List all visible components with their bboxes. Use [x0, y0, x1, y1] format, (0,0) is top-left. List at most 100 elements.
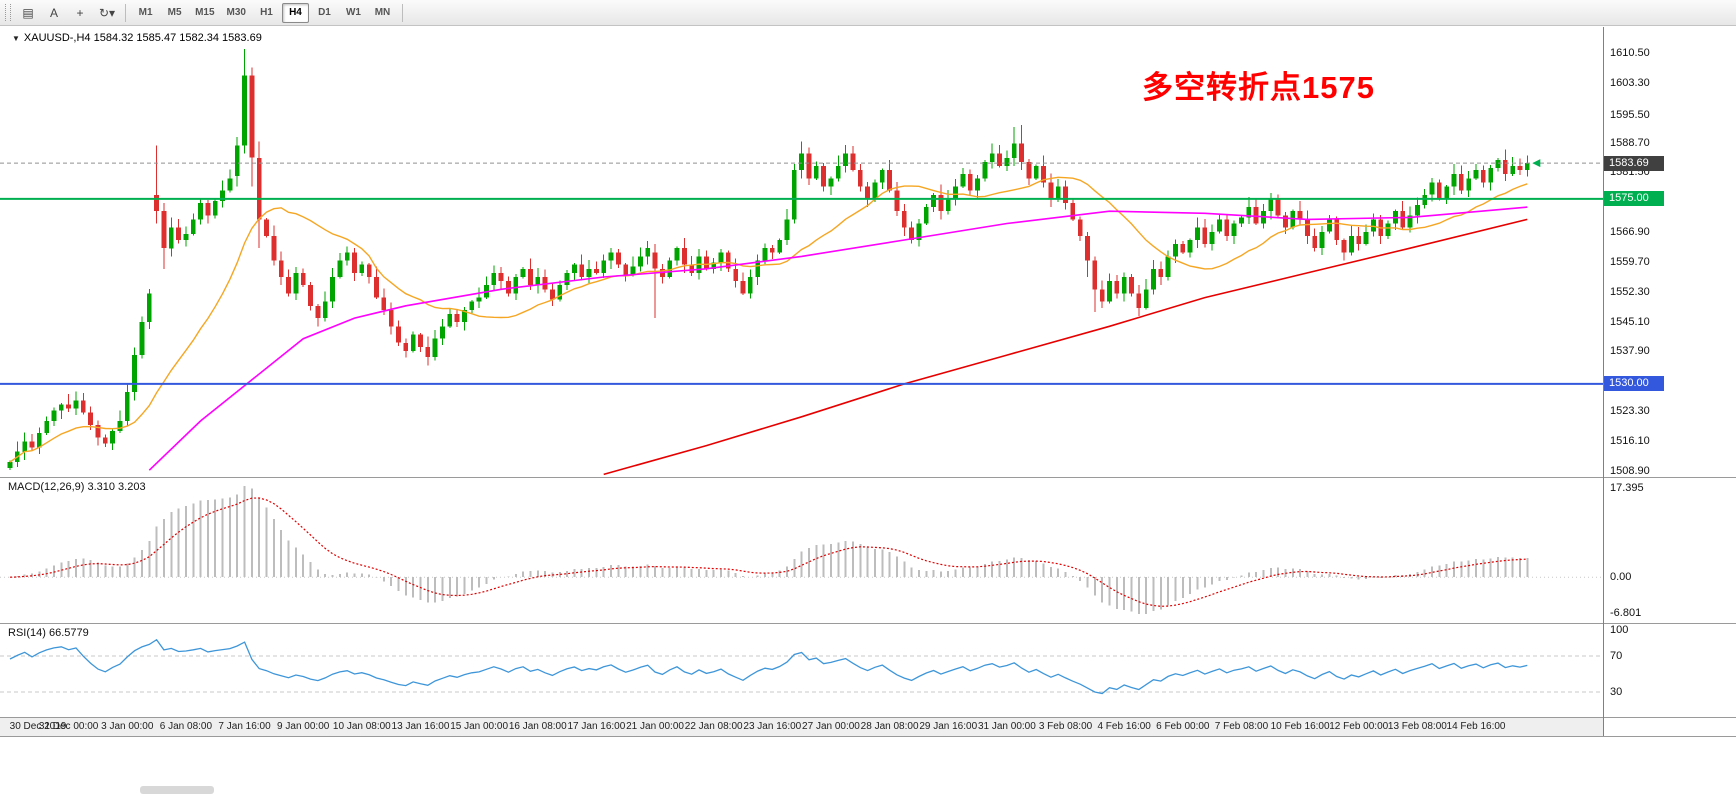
candle-body [1239, 217, 1244, 224]
candle-body [784, 219, 790, 240]
crosshair-icon[interactable]: + [68, 3, 92, 23]
timeframe-button-h4[interactable]: H4 [281, 2, 309, 23]
candle-body [975, 178, 980, 191]
timeframe-button-m5[interactable]: M5 [161, 3, 188, 23]
candle-body [1517, 166, 1523, 171]
candle-body [1319, 231, 1325, 249]
candle-body [916, 223, 922, 240]
candle-body [117, 420, 123, 432]
candle-body [813, 166, 819, 179]
candle-body [674, 248, 680, 261]
candle-body [418, 334, 423, 347]
candle-body [1099, 289, 1105, 302]
candle-body [1180, 244, 1186, 253]
candle-body [616, 252, 621, 265]
candle-body [1253, 207, 1259, 224]
candle-body [161, 211, 167, 249]
rsi-line [9, 638, 1528, 695]
candle-body [491, 272, 497, 286]
candle-body [982, 161, 988, 179]
candle-body [506, 281, 511, 294]
candle-body [190, 219, 196, 234]
candle-body [293, 272, 299, 294]
candle-body [850, 153, 856, 170]
candle-body [1143, 289, 1149, 308]
candle-body [1312, 235, 1318, 249]
timeframe-button-mn[interactable]: MN [369, 3, 396, 23]
time-axis-background[interactable] [0, 718, 1736, 736]
candle-body [791, 170, 797, 220]
timeframe-button-m1[interactable]: M1 [132, 3, 159, 23]
candle-body [7, 462, 13, 469]
candle-body [1070, 203, 1076, 220]
candle-body [330, 277, 335, 302]
timeframe-button-d1[interactable]: D1 [311, 3, 338, 23]
timeframe-button-w1[interactable]: W1 [340, 3, 367, 23]
charts-icon[interactable]: ▤ [16, 3, 40, 23]
candle-body [557, 285, 563, 300]
timeframe-button-m15[interactable]: M15 [190, 3, 219, 23]
candle-body [498, 272, 504, 282]
symbol-dropdown-icon[interactable]: ▼ [12, 34, 20, 43]
candle-body [58, 404, 64, 411]
candle-body [1121, 277, 1127, 294]
candle-body [711, 262, 717, 269]
candle-body [667, 260, 673, 277]
ma-fast-line [9, 176, 1528, 463]
candle-body [66, 404, 71, 409]
candle-body [102, 437, 108, 444]
candle-body [1510, 166, 1516, 175]
candle-body [843, 153, 848, 166]
candle-body [212, 200, 218, 216]
level-badge-1530[interactable]: 1530.00 [1604, 376, 1664, 392]
candle-body [1466, 178, 1472, 191]
candle-body [1451, 174, 1457, 187]
candle-body [1385, 223, 1391, 236]
cycle-icon[interactable]: ↻▾ [94, 3, 120, 23]
candle-body [542, 277, 548, 290]
candle-body [1429, 182, 1435, 195]
candle-body [1217, 219, 1222, 232]
candle-body [1063, 186, 1068, 203]
candle-body [1356, 235, 1362, 245]
level-badge-1575[interactable]: 1575.00 [1604, 191, 1664, 207]
candle-body [1524, 163, 1530, 170]
candle-body [1436, 182, 1442, 199]
candle-body [198, 203, 203, 220]
candle-body [242, 75, 247, 146]
candle-body [989, 153, 995, 162]
timeframe-button-h1[interactable]: H1 [253, 3, 280, 23]
candle-body [308, 285, 313, 306]
candle-body [1246, 207, 1252, 218]
candle-body [139, 322, 145, 356]
candle-body [630, 266, 636, 275]
cursor-icon[interactable]: A [42, 3, 66, 23]
candle-body [520, 268, 526, 277]
toolbar-grip[interactable] [5, 4, 11, 21]
candle-body [909, 227, 914, 240]
candle-body [322, 301, 328, 319]
candle-body [234, 145, 240, 177]
candle-body [1275, 198, 1281, 216]
candle-body [249, 75, 255, 158]
macd-label: MACD(12,26,9) 3.310 3.203 [8, 481, 146, 493]
candle-body [638, 256, 643, 267]
toolbar-icon-group: ▤ A + ↻▾ [16, 3, 120, 23]
candle-body [95, 425, 101, 438]
candle-body [865, 186, 870, 199]
candle-body [528, 268, 533, 286]
candle-body [396, 326, 401, 343]
candle-body [1026, 161, 1032, 179]
candle-body [513, 277, 519, 294]
candle-body [564, 272, 570, 286]
chart-background[interactable] [0, 27, 1736, 736]
toolbar-separator [401, 3, 403, 22]
candle-body [425, 346, 431, 358]
candle-body [601, 260, 607, 273]
symbol-header: ▼ XAUUSD-,H4 1584.32 1585.47 1582.34 1583… [12, 32, 262, 44]
candle-body [1129, 277, 1134, 294]
ma-mid-line [148, 206, 1528, 471]
timeframe-button-m30[interactable]: M30 [222, 3, 251, 23]
chart-annotation: 多空转折点1575 [1142, 70, 1375, 105]
